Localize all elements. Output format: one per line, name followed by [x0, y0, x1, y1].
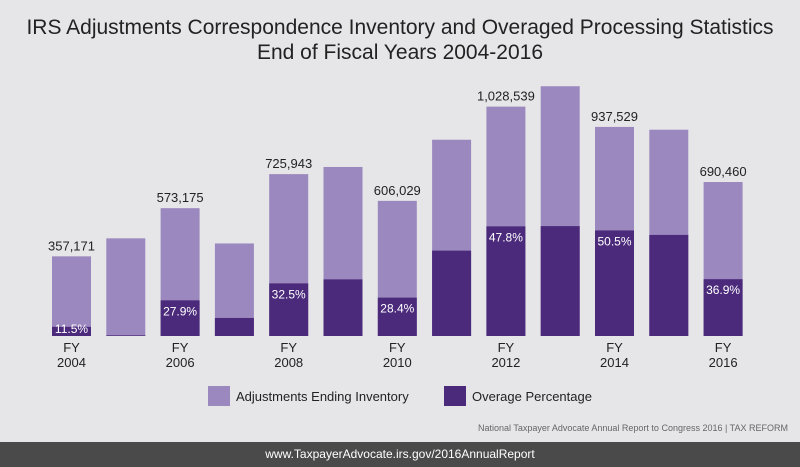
overage-bar-9 — [540, 226, 580, 336]
footer-url-link[interactable]: www.TaxpayerAdvocate.irs.gov/2016AnnualR… — [265, 447, 535, 461]
legend-item-inventory: Adjustments Ending Inventory — [208, 386, 409, 406]
footer-bar: www.TaxpayerAdvocate.irs.gov/2016AnnualR… — [0, 442, 800, 467]
chart-title-line2: End of Fiscal Years 2004-2016 — [256, 41, 544, 64]
overage-bar-11 — [649, 234, 689, 336]
inventory-value-label-10: 937,529 — [591, 109, 638, 124]
x-tick-label-year-4: 2008 — [274, 355, 303, 370]
overage-pct-label-4: 32.5% — [272, 287, 306, 301]
overage-bar-12 — [703, 279, 743, 336]
inventory-value-label-8: 1,028,539 — [477, 89, 535, 104]
overage-pct-label-2: 27.9% — [163, 304, 197, 318]
overage-bar-2 — [160, 300, 200, 336]
chart-title-line1: IRS Adjustments Correspondence Inventory… — [26, 16, 774, 39]
x-tick-label-fy-0: FY — [63, 340, 80, 355]
legend-swatch-overage — [444, 386, 466, 406]
x-tick-label-year-0: 2004 — [57, 355, 86, 370]
source-note: National Taxpayer Advocate Annual Report… — [477, 423, 788, 433]
overage-bar-8 — [486, 226, 526, 336]
overage-bar-5 — [323, 279, 363, 336]
x-tick-label-year-10: 2014 — [600, 355, 629, 370]
overage-bar-3 — [214, 317, 254, 336]
overage-bar-10 — [595, 230, 634, 336]
inventory-value-label-6: 606,029 — [374, 183, 421, 198]
overage-pct-label-8: 47.8% — [489, 230, 523, 244]
x-tick-label-fy-6: FY — [389, 340, 406, 355]
legend-swatch-inventory — [208, 386, 230, 406]
inventory-value-label-2: 573,175 — [157, 190, 204, 205]
overage-bar-7 — [432, 250, 472, 336]
overage-bar-4 — [269, 283, 309, 336]
x-tick-label-fy-10: FY — [606, 340, 623, 355]
x-tick-label-year-2: 2006 — [166, 355, 195, 370]
x-tick-label-year-12: 2016 — [709, 355, 738, 370]
x-tick-label-fy-8: FY — [498, 340, 515, 355]
x-tick-label-year-6: 2010 — [383, 355, 412, 370]
overage-pct-label-0: 11.5% — [55, 322, 88, 336]
inventory-bar-1 — [106, 238, 146, 336]
overage-bar-0 — [52, 326, 91, 336]
overage-bar-6 — [377, 297, 417, 336]
legend-label-inventory: Adjustments Ending Inventory — [236, 388, 409, 404]
inventory-value-label-4: 725,943 — [265, 156, 312, 171]
inventory-value-label-12: 690,460 — [700, 164, 747, 179]
inventory-value-label-0: 357,171 — [48, 238, 95, 253]
x-tick-label-year-8: 2012 — [491, 355, 520, 370]
overage-bar-1 — [106, 335, 146, 336]
overage-pct-label-12: 36.9% — [706, 283, 740, 297]
x-tick-label-fy-4: FY — [280, 340, 297, 355]
legend-item-overage: Overage Percentage — [444, 386, 592, 406]
overage-pct-label-10: 50.5% — [597, 234, 631, 248]
stacked-bar-chart: 357,171 11.5% 573,175 27.9% 725,943 32.5% 606,… — [48, 86, 747, 370]
overage-pct-label-6: 28.4% — [380, 302, 414, 316]
legend-label-overage: Overage Percentage — [472, 388, 592, 404]
x-tick-label-fy-2: FY — [172, 340, 189, 355]
x-tick-label-fy-12: FY — [715, 340, 732, 355]
inventory-bar-0 — [52, 256, 91, 336]
